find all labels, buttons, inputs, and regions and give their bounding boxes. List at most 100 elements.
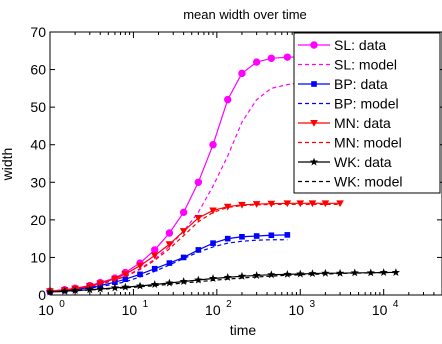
data-point: [135, 281, 145, 290]
data-point: [268, 232, 275, 239]
series-line-5: [49, 203, 341, 292]
data-point: [223, 203, 232, 211]
axes-frame: [49, 31, 442, 296]
data-point: [237, 271, 247, 280]
data-point: [194, 214, 203, 222]
data-point: [391, 268, 400, 276]
data-point: [85, 285, 94, 294]
legend-label: BP: data: [334, 76, 388, 92]
data-point: [137, 271, 143, 278]
y-tick-label: 60: [30, 62, 46, 78]
data-point: [150, 280, 159, 288]
data-point: [208, 274, 218, 282]
data-point: [180, 254, 187, 261]
data-point: [379, 268, 388, 276]
legend-marker: [309, 157, 319, 166]
data-point: [252, 271, 261, 279]
data-point: [96, 280, 105, 288]
data-point: [283, 270, 292, 278]
data-point: [151, 265, 158, 272]
y-tick-label: 20: [30, 212, 46, 228]
data-point: [296, 269, 305, 278]
data-point: [366, 268, 375, 277]
series-line-1: [49, 82, 313, 292]
legend-box: [293, 32, 441, 194]
data-point: [165, 229, 174, 237]
x-tick-exponent: 3: [309, 299, 315, 310]
data-point: [179, 277, 188, 285]
data-point: [209, 207, 217, 215]
x-tick-exponent: 2: [226, 299, 232, 310]
legend-label: MN: model: [334, 135, 402, 151]
data-point: [194, 275, 203, 284]
data-point: [179, 208, 188, 217]
data-point: [238, 201, 246, 209]
data-point: [252, 58, 261, 66]
data-point: [209, 141, 217, 149]
data-point: [151, 246, 159, 254]
data-point: [253, 233, 260, 239]
data-point: [223, 273, 232, 281]
x-tick-label: 10: [205, 302, 221, 318]
legend-marker: [311, 81, 317, 87]
data-point: [121, 282, 130, 291]
data-point: [136, 262, 144, 270]
series-line-4: [49, 202, 341, 292]
legend-label: SL: data: [334, 37, 386, 53]
data-point: [150, 252, 159, 260]
data-point: [194, 178, 203, 186]
x-tick-exponent: 0: [59, 299, 65, 310]
data-point: [238, 69, 246, 78]
legend-label: WK: model: [334, 174, 402, 190]
data-point: [224, 95, 232, 104]
data-point: [110, 283, 119, 292]
x-tick-label: 10: [288, 302, 304, 318]
x-axis-label: time: [230, 322, 257, 338]
x-tick-exponent: 4: [393, 299, 399, 310]
legend-label: BP: model: [334, 96, 399, 112]
plot-area: [45, 52, 400, 296]
y-tick-label: 70: [30, 24, 46, 40]
data-point: [284, 232, 291, 238]
data-point: [267, 54, 276, 62]
data-point: [165, 278, 174, 287]
series-line-3: [49, 239, 288, 293]
y-tick-label: 10: [30, 249, 46, 265]
x-tick-label: 10: [122, 302, 138, 318]
data-point: [252, 201, 261, 208]
data-point: [335, 268, 345, 277]
data-point: [122, 276, 129, 283]
data-point: [121, 270, 130, 278]
y-tick-label: 30: [30, 174, 46, 190]
chart-title: mean width over time: [183, 7, 307, 22]
y-tick-label: 40: [30, 137, 46, 153]
data-point: [239, 233, 245, 240]
legend: SL: data SL: model BP: data BP: model MN: da…: [293, 32, 441, 194]
legend-marker: [310, 120, 318, 127]
data-point: [71, 286, 80, 294]
data-point: [321, 268, 330, 277]
y-tick-label: 50: [30, 99, 46, 115]
data-point: [308, 269, 317, 278]
data-point: [179, 228, 188, 235]
legend-label: SL: model: [334, 57, 397, 73]
data-point: [267, 270, 276, 279]
data-point: [195, 247, 202, 253]
data-point: [336, 200, 344, 208]
y-tick-label: 0: [38, 287, 46, 303]
data-point: [283, 200, 292, 208]
data-point: [165, 241, 174, 249]
data-point: [224, 235, 231, 242]
data-point: [296, 200, 305, 208]
x-tick-label: 10: [372, 302, 388, 318]
legend-label: WK: data: [334, 154, 392, 170]
data-point: [308, 200, 317, 208]
y-axis-label: width: [0, 148, 15, 182]
series-line-7: [49, 271, 396, 293]
data-point: [283, 53, 292, 61]
legend-marker: [310, 41, 318, 49]
data-point: [350, 268, 359, 277]
x-tick-exponent: 1: [143, 299, 149, 310]
